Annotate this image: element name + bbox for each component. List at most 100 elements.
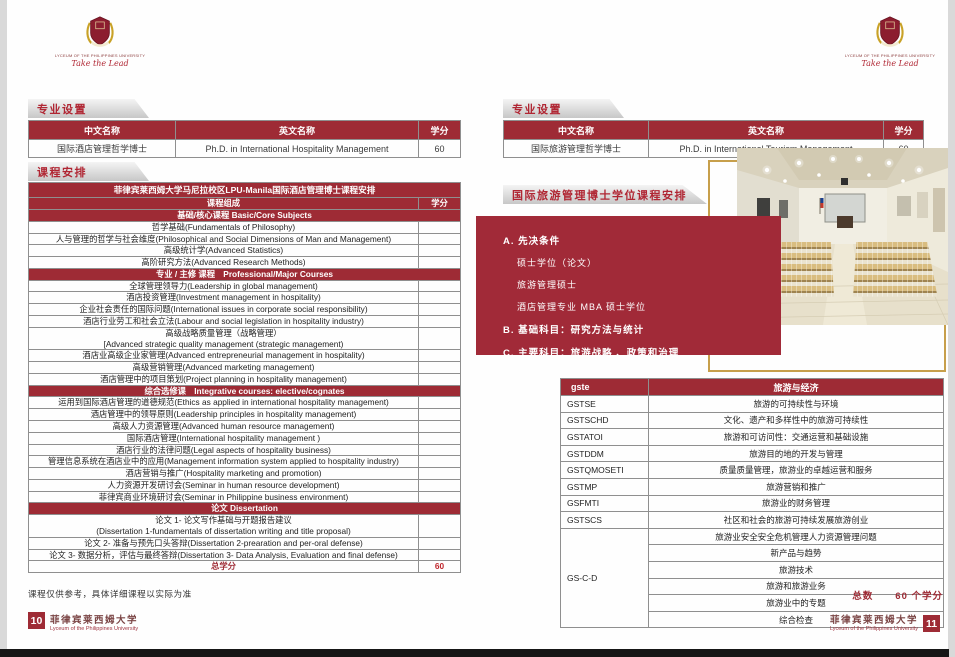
section-tab-schedule-right: 国际旅游管理博士学位课程安排: [503, 185, 707, 204]
gste-course-table: gste 旅游与经济 GSTSE 旅游的可持续性与环境 GSTSCHD 文化、遗产和多…: [560, 378, 944, 629]
credit-cell: [417, 303, 462, 316]
credit-cell: [417, 314, 462, 328]
gste-subject-cell: 文化、遗产和多样性中的旅游可持续性: [648, 411, 944, 430]
course-row: 高级战略质量管理（战略管理） [Advanced strategic qualit…: [28, 326, 462, 351]
total-credits-line: 总数 60 个学分: [560, 588, 943, 602]
col-header-cn-name: 中文名称: [28, 120, 176, 140]
gste-subject-cell: 综合检查: [648, 610, 944, 629]
req-a-item: 酒店管理专业 MBA 硕士学位: [517, 302, 647, 312]
course-name-cell: 论文 1- 论文写作基础与开题报告建议 (Dissertation 1-funda…: [28, 514, 419, 538]
gste-code-cell: GSFMTI: [560, 494, 649, 513]
course-section-label: 专业 / 主修 课程 Professional/Major Courses: [27, 267, 462, 281]
credit-cell: [417, 420, 462, 433]
course-table-title: 菲律宾莱西姆大学马尼拉校区LPU-Manila国际酒店管理博士课程安排: [27, 181, 462, 199]
course-name-cell: 国际酒店管理(International hospitality managem…: [28, 431, 419, 445]
course-name-cell: 全球管理领导力(Leadership in global management): [28, 279, 419, 293]
course-row: 菲律宾商业环境研讨会(Seminar in Philippine busines…: [28, 490, 462, 504]
course-table-col-course: 课程组成: [28, 197, 419, 210]
university-logo-right: LYCEUM OF THE PHILIPPINES UNIVERSITY Tak…: [835, 14, 945, 68]
credit-cell: [417, 326, 462, 351]
total-credits-label: 总学分: [28, 560, 419, 574]
course-row: 全球管理领导力(Leadership in global management): [28, 279, 462, 293]
footer-university-en: Lyceum of the Philippines University: [829, 626, 918, 632]
course-section-label: 综合选修课 Integrative courses: elective/cogn…: [27, 384, 462, 398]
gste-code-cell: GSTSCS: [560, 511, 649, 529]
credit-cell: [417, 232, 462, 246]
course-row: 运用到国际酒店管理的道德规范(Ethics as applied in inte…: [28, 396, 462, 410]
credit-cell: [417, 478, 462, 492]
req-b-title: B. 基础科目：研究方法与统计: [503, 325, 645, 336]
gste-code-cell: GSTSE: [560, 395, 649, 413]
credit-cell: [417, 396, 462, 410]
course-row: 论文 3- 数据分析，评估与最终答辩(Dissertation 3- Data …: [28, 548, 462, 562]
course-row: 人与管理的哲学与社会维度(Philosophical and Social Di…: [28, 232, 462, 246]
section-tab-program-setup-left: 专业设置: [28, 99, 149, 118]
course-name-cell: 人与管理的哲学与社会维度(Philosophical and Social Di…: [28, 232, 419, 246]
col-header-en-name: 英文名称: [175, 120, 419, 140]
course-row: 高级人力资源管理(Advanced human resource managem…: [28, 420, 462, 433]
tab-label: 专业设置: [37, 103, 87, 116]
page-footer-left: 10 菲律宾莱西姆大学 Lyceum of the Philippines Un…: [28, 612, 138, 632]
gste-code-cell: GSTQMOSETI: [560, 461, 649, 479]
course-name-cell: 酒店业高级企业家管理(Advanced entrepreneurial mana…: [28, 349, 419, 363]
credit-cell: [417, 244, 462, 258]
total-value: 60 个学分: [895, 591, 943, 602]
course-name-cell: 管理信息系统在酒店业中的应用(Management information sy…: [28, 455, 419, 469]
gste-subject-cell: 旅游技术: [648, 560, 944, 579]
program-en: Ph.D. in International Hospitality Manag…: [175, 139, 419, 158]
course-row: 国际酒店管理(International hospitality managem…: [28, 431, 462, 445]
gste-subject-cell: 社区和社会的旅游可持续发展旅游创业: [648, 511, 944, 529]
program-cn: 国际旅游管理哲学博士: [503, 139, 649, 158]
program-credits: 60: [418, 139, 461, 158]
course-row: 哲学基础(Fundamentals of Philosophy): [28, 220, 462, 234]
gste-merged-code-cell: GS-C-D: [560, 527, 649, 629]
course-name-cell: 酒店管理中的项目策划(Project planning in hospitali…: [28, 372, 419, 386]
course-name-cell: 高阶研究方法(Advanced Research Methods): [28, 256, 419, 269]
course-row: 论文 1- 论文写作基础与开题报告建议 (Dissertation 1-funda…: [28, 514, 462, 538]
gste-code-cell: GSTSCHD: [560, 411, 649, 430]
credit-cell: [417, 372, 462, 386]
total-credits-value: 60: [417, 560, 462, 574]
course-row: 人力资源开发研讨会(Seminar in human resource deve…: [28, 478, 462, 492]
footer-university-cn: 菲律宾莱西姆大学: [50, 615, 139, 626]
gste-merged-row: GS-C-D 旅游业安全安全危机管理人力资源管理问题: [560, 527, 944, 629]
course-name-cell: 论文 3- 数据分析，评估与最终答辩(Dissertation 3- Data …: [28, 548, 419, 562]
gste-code-cell: GSTATOI: [560, 428, 649, 446]
req-a-title: A. 先决条件: [503, 236, 561, 247]
req-a-item: 硕士学位（论文）: [517, 258, 598, 268]
course-name-cell: 企业社会责任的国际问题(International issues in corp…: [28, 303, 419, 316]
gste-subject-cell: 新产品与趋势: [648, 544, 944, 562]
credit-cell: [417, 361, 462, 374]
gste-subject-cell: 旅游的可持续性与环境: [648, 395, 944, 413]
tab-label: 课程安排: [37, 166, 87, 179]
course-row: 酒店投资管理(Investment management in hospital…: [28, 291, 462, 305]
col-header-cn-name: 中文名称: [503, 120, 649, 140]
course-row: 酒店行业的法律问题(Legal aspects of hospitality b…: [28, 443, 462, 457]
gste-row: GSFMTI 旅游业的财务管理: [560, 494, 944, 513]
credit-cell: [417, 431, 462, 445]
credit-cell: [417, 220, 462, 234]
course-section-label: 基础/核心课程 Basic/Core Subjects: [27, 208, 462, 222]
university-crest-icon: [86, 16, 114, 47]
course-name-cell: 高级营销管理(Advanced marketing management): [28, 361, 419, 374]
gste-subject-cell: 旅游目的地的开发与管理: [648, 444, 944, 463]
course-name-cell: 酒店投资管理(Investment management in hospital…: [28, 291, 419, 305]
credit-cell: [417, 256, 462, 269]
gste-subject-cell: 旅游业的财务管理: [648, 494, 944, 513]
gste-merged-row: 综合检查: [561, 610, 944, 629]
course-row: 企业社会责任的国际问题(International issues in corp…: [28, 303, 462, 316]
section-tab-course-schedule-left: 课程安排: [28, 162, 149, 181]
gste-row: GSTSCS 社区和社会的旅游可持续发展旅游创业: [560, 511, 944, 529]
gste-col-subject: 旅游与经济: [648, 378, 944, 396]
credit-cell: [417, 490, 462, 504]
course-name-cell: 酒店营销与推广(Hospitality marketing and promot…: [28, 467, 419, 480]
course-table-col-credits: 学分: [417, 197, 462, 210]
logo-tagline: Take the Lead: [71, 59, 129, 68]
course-row: 高阶研究方法(Advanced Research Methods): [28, 256, 462, 269]
course-name-cell: 酒店行业的法律问题(Legal aspects of hospitality b…: [28, 443, 419, 457]
course-section-row: 论文 Dissertation: [27, 502, 462, 516]
course-schedule-table: 菲律宾莱西姆大学马尼拉校区LPU-Manila国际酒店管理博士课程安排 课程组成…: [27, 181, 462, 574]
university-logo-left: LYCEUM OF THE PHILIPPINES UNIVERSITY Tak…: [45, 14, 155, 68]
course-row: 酒店管理中的领导原则(Leadership principles in hosp…: [28, 408, 462, 422]
